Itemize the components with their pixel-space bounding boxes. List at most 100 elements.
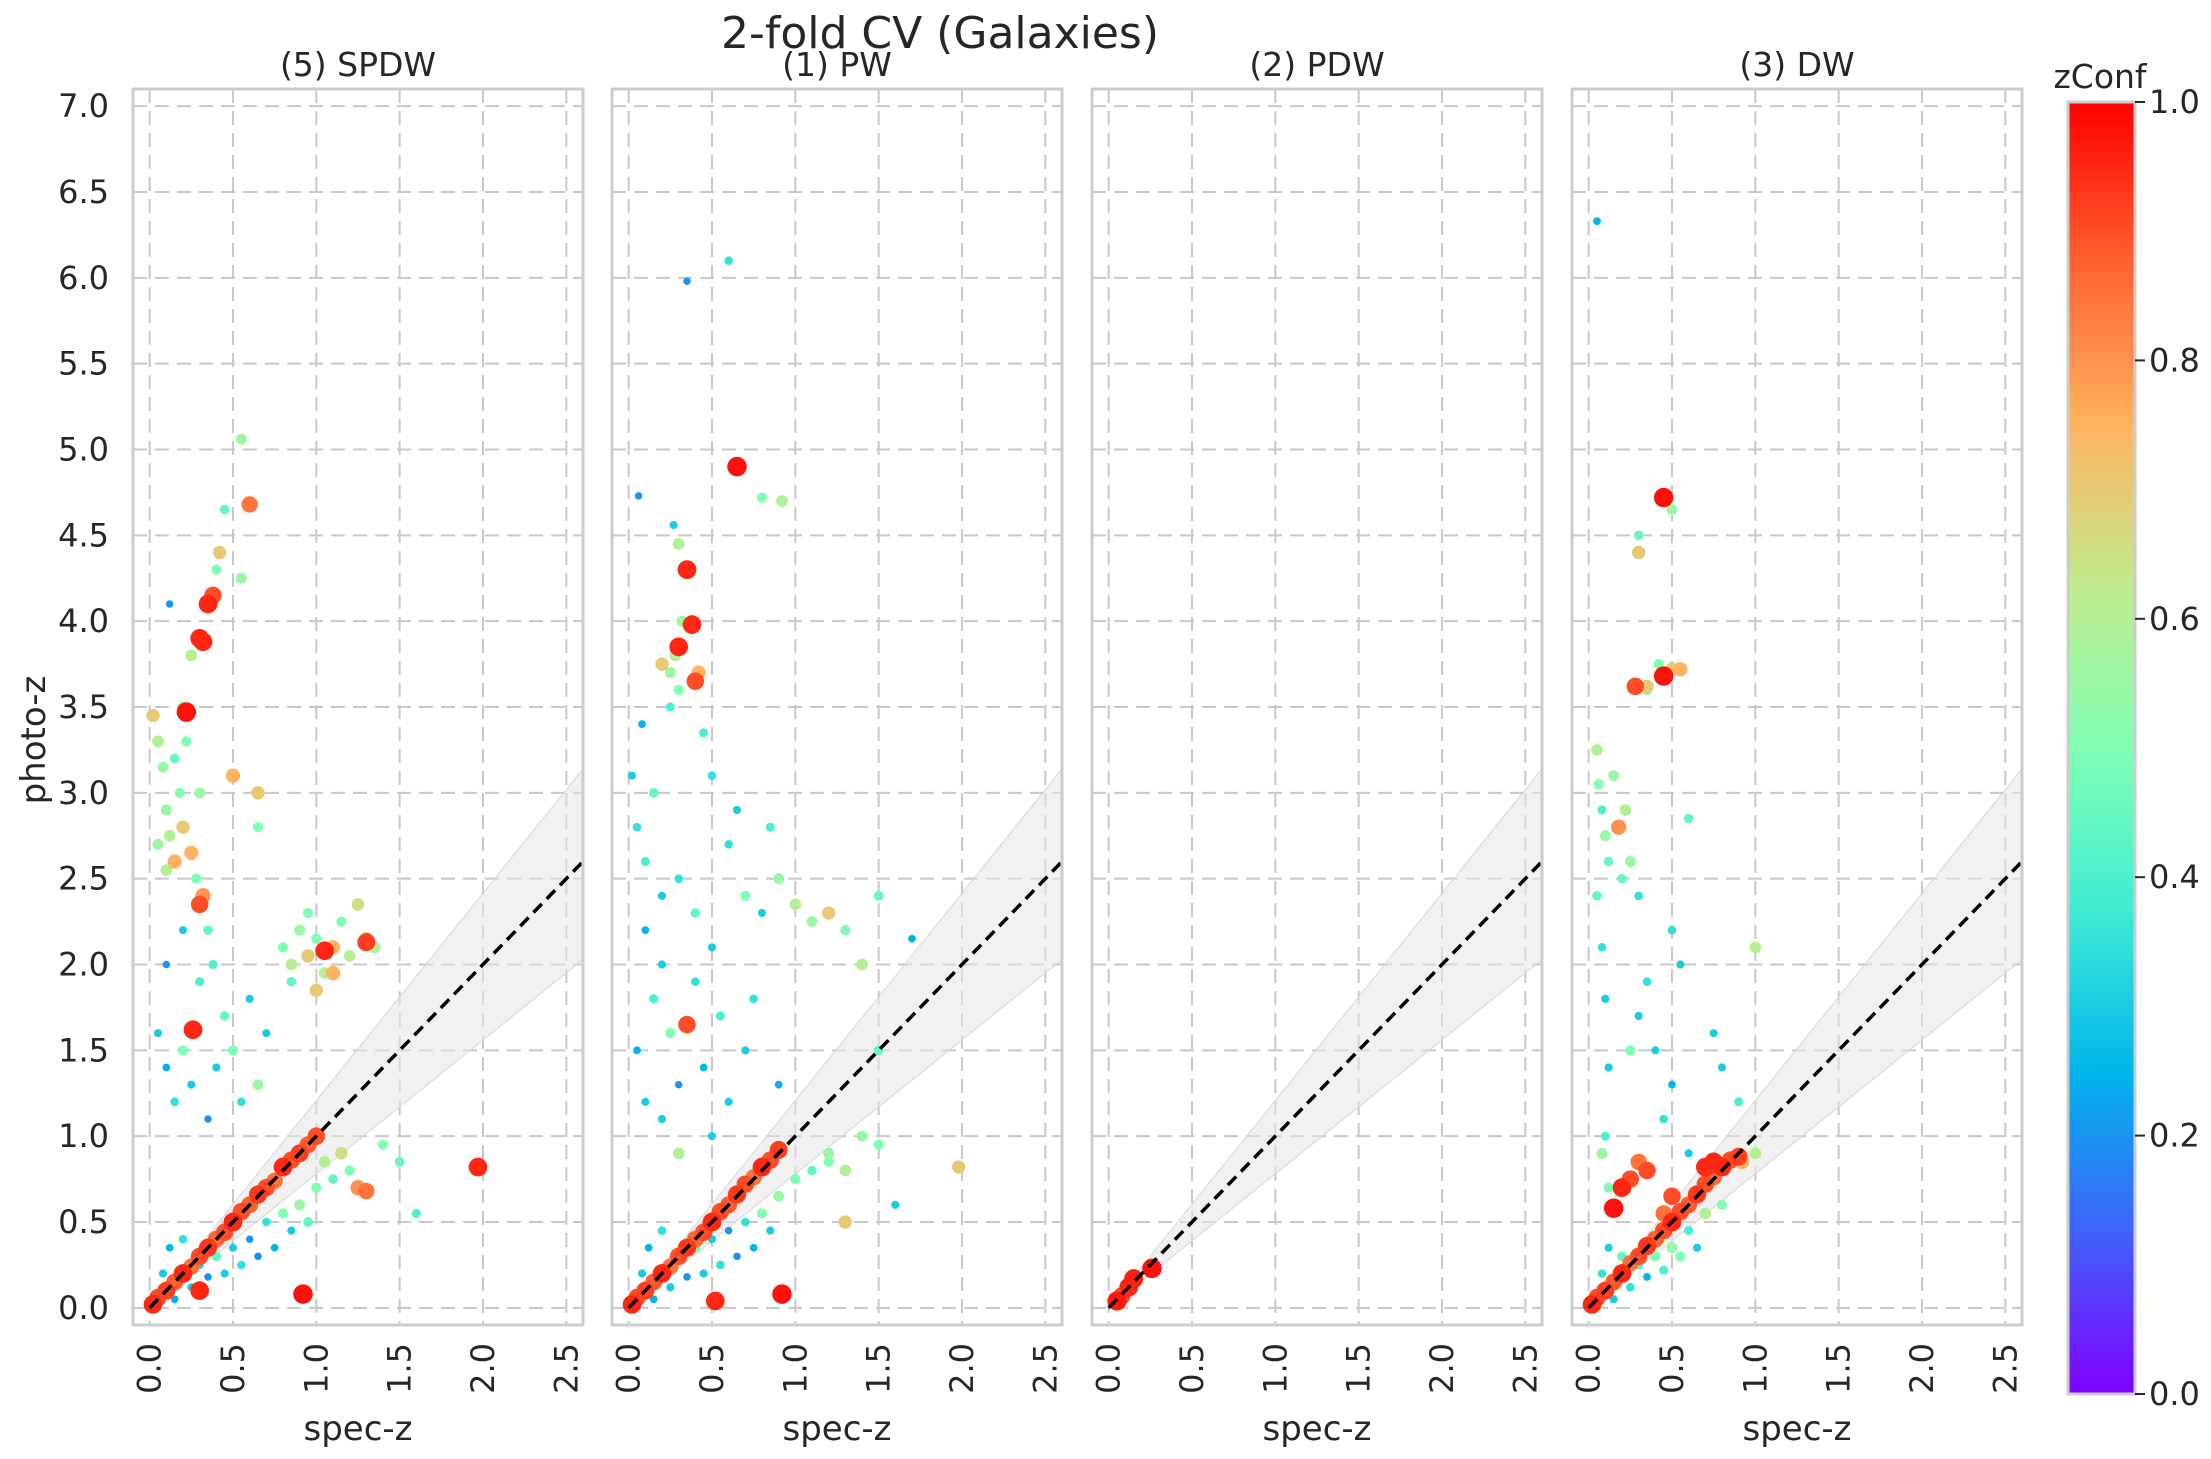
x-tick-label: 0.5	[693, 1343, 731, 1394]
data-point	[287, 1226, 296, 1235]
data-point	[669, 520, 678, 530]
data-point	[377, 1139, 389, 1150]
data-point	[187, 1080, 196, 1089]
data-point	[727, 456, 747, 477]
data-point	[741, 1217, 750, 1227]
data-point	[1124, 1269, 1144, 1289]
data-point	[674, 874, 683, 883]
data-point	[163, 829, 176, 842]
data-point	[160, 864, 173, 876]
data-point	[169, 753, 180, 764]
data-point	[241, 496, 258, 513]
data-point	[678, 1015, 696, 1034]
data-point	[756, 492, 768, 503]
colorbar-tick-label: 0.4	[2149, 858, 2200, 896]
data-point	[1626, 1282, 1635, 1292]
x-tick-label: 2.0	[464, 1343, 502, 1394]
data-point	[357, 933, 376, 952]
data-point	[1684, 1149, 1693, 1158]
data-point	[1596, 1147, 1608, 1159]
data-point	[270, 1243, 279, 1252]
data-point	[235, 572, 247, 584]
data-point	[165, 600, 174, 608]
data-point	[951, 1160, 966, 1174]
data-point	[237, 1097, 246, 1107]
data-point	[641, 926, 650, 935]
data-point	[665, 702, 675, 712]
x-axis-label: spec-z	[782, 1409, 891, 1449]
x-axis-label: spec-z	[1262, 1409, 1371, 1449]
data-point	[839, 1164, 852, 1177]
data-point	[1729, 1147, 1748, 1166]
data-point	[335, 1147, 348, 1160]
x-tick-label: 2.5	[1986, 1343, 2024, 1394]
data-point	[657, 960, 667, 969]
data-point	[1663, 1187, 1681, 1206]
data-point	[823, 1156, 834, 1168]
data-point	[158, 1269, 168, 1278]
panel-3: (2) PDW 0.0 0.5 1.0 1.5 2.0 2.5 spec-z	[1090, 45, 1545, 1449]
data-point	[1716, 1199, 1728, 1210]
y-tick-label: 7.0	[58, 87, 109, 125]
data-point	[773, 1190, 785, 1202]
colorbar-tick-label: 1.0	[2149, 83, 2200, 121]
data-point	[204, 1273, 212, 1281]
data-point	[1597, 805, 1607, 815]
data-point	[193, 632, 213, 652]
data-point	[343, 950, 356, 962]
data-point	[198, 594, 218, 614]
data-point	[1609, 1295, 1618, 1304]
data-point	[749, 994, 758, 1004]
data-point	[170, 1097, 179, 1107]
panel-2: (1) PW 0.0 0.5 1.0 1.5 2.0 2.5 spec-z	[610, 45, 1065, 1449]
data-point	[1675, 1251, 1686, 1262]
x-tick-label: 1.5	[381, 1343, 419, 1394]
data-point	[1626, 677, 1645, 696]
data-point	[1709, 1029, 1718, 1038]
data-point	[157, 761, 169, 773]
panel-1: (5) SPDW 0.0 0.5 1.0 1.5 2.0 2.5 spec-z 0.0 0.5 1.…	[58, 45, 585, 1449]
data-point	[776, 495, 788, 507]
data-point	[311, 1182, 322, 1193]
data-point	[152, 735, 164, 748]
colorbar-ticks: 0.0 0.2 0.4 0.6 0.8 1.0	[2135, 83, 2200, 1413]
panel-frame	[131, 87, 585, 1327]
x-axis-label: spec-z	[1742, 1409, 1851, 1449]
y-tick-label: 2.0	[58, 946, 109, 984]
y-tick-label: 6.0	[58, 259, 109, 297]
data-point	[235, 433, 247, 445]
data-point	[1608, 770, 1620, 782]
data-point	[1601, 994, 1610, 1003]
data-point	[1650, 1251, 1661, 1262]
data-point	[1593, 217, 1601, 226]
data-point	[1593, 779, 1604, 790]
colorbar: zConf 0.0 0.2 0.4 0.6 0.8 1.0	[2053, 57, 2199, 1413]
data-point	[181, 736, 192, 747]
data-point	[1611, 819, 1627, 835]
data-point	[677, 560, 697, 580]
data-point	[273, 1157, 293, 1177]
data-point	[183, 1020, 203, 1040]
data-point	[664, 667, 676, 679]
data-point	[724, 1097, 733, 1106]
x-tick-label: 1.0	[1736, 1343, 1774, 1394]
data-point	[1653, 666, 1674, 686]
data-point	[237, 1260, 246, 1270]
data-point	[686, 672, 705, 691]
data-point	[790, 1173, 801, 1185]
data-point	[672, 1147, 685, 1160]
x-tick-label: 0.5	[1173, 1343, 1211, 1394]
data-point	[634, 492, 643, 500]
colorbar-tick-label: 0.2	[2149, 1117, 2200, 1155]
data-point	[358, 1182, 375, 1200]
data-point	[293, 1284, 313, 1304]
data-point	[262, 1029, 271, 1038]
colorbar-tick-label: 0.6	[2149, 600, 2200, 638]
panel-4: (3) DW 0.0 0.5 1.0 1.5 2.0 2.5 spec-z	[1570, 45, 2025, 1449]
data-point	[752, 1157, 772, 1177]
x-tick-label: 2.5	[1506, 1343, 1544, 1394]
data-point	[254, 1252, 262, 1261]
y-tick-label: 5.0	[58, 431, 109, 469]
data-point	[184, 845, 199, 861]
reference-line	[1587, 860, 2024, 1310]
